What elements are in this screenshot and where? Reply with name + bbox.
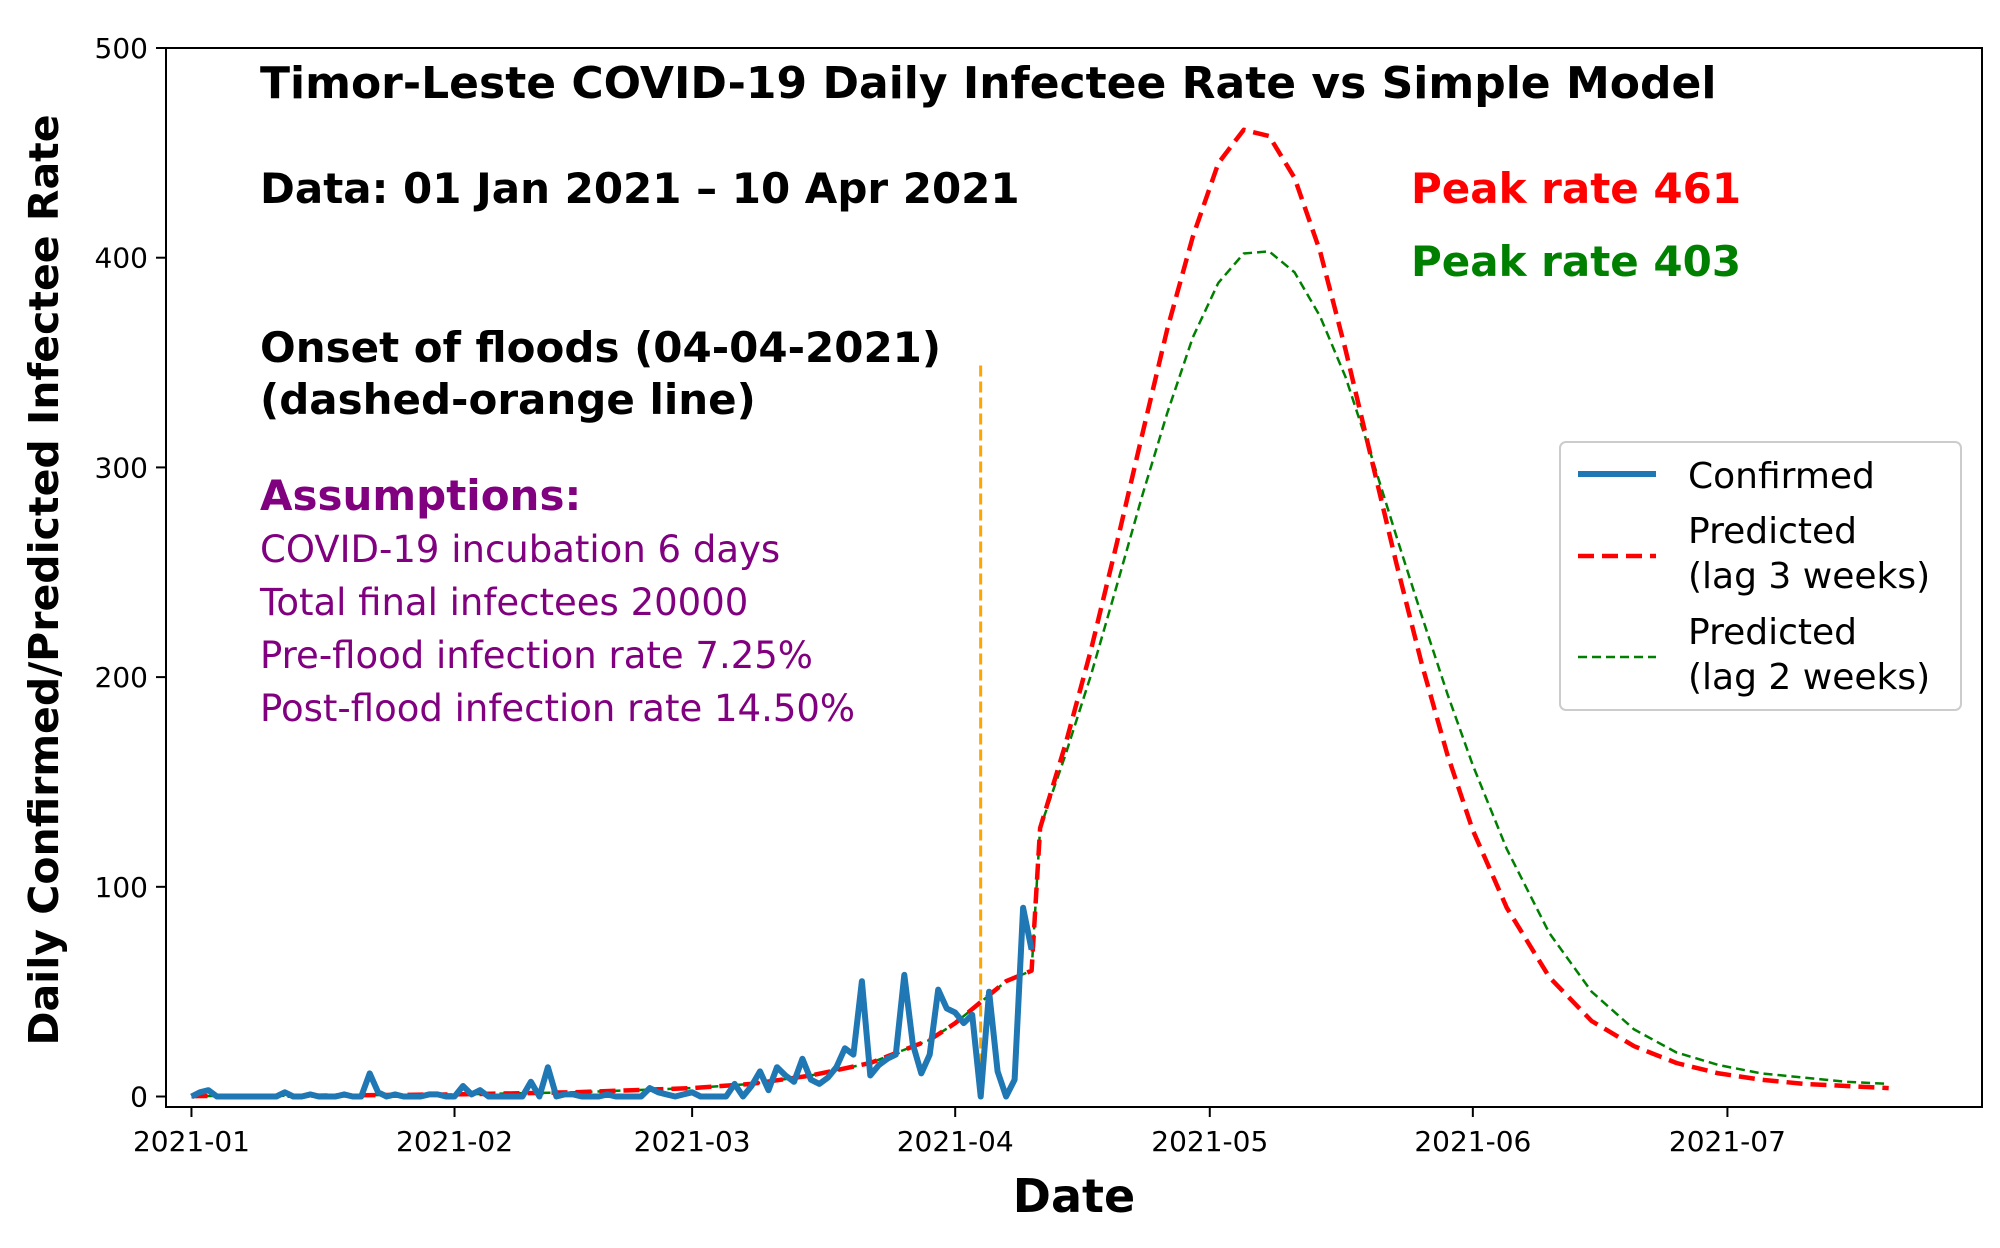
chart-title: Timor-Leste COVID-19 Daily Infectee Rate…: [260, 58, 1716, 109]
y-tick-label: 200: [95, 661, 148, 694]
x-tick-label: 2021-04: [897, 1125, 1014, 1158]
assumption-item: Post-flood infection rate 14.50%: [260, 687, 855, 730]
assumption-item: Total final infectees 20000: [259, 581, 748, 624]
confirmed-series-line: [190, 904, 1035, 1100]
x-tick-label: 2021-03: [634, 1125, 751, 1158]
peak-rate-green: Peak rate 403: [1411, 237, 1741, 286]
legend-item-predicted-lag-2-weeks: Predicted(lag 2 weeks): [1578, 612, 1930, 698]
legend-item-confirmed: Confirmed: [1578, 456, 1875, 497]
assumptions-heading: Assumptions:: [260, 471, 581, 520]
legend-label: Predicted: [1688, 612, 1857, 653]
x-axis-label: Date: [1013, 1169, 1135, 1223]
legend-label: Predicted: [1688, 511, 1857, 552]
predicted-lag-3-weeks-line: [191, 127, 1889, 1099]
legend-label: (lag 2 weeks): [1688, 657, 1930, 698]
flood-annotation-line1: Onset of floods (04-04-2021): [260, 323, 941, 372]
y-tick-label: 0: [130, 1081, 148, 1114]
y-tick-label: 400: [95, 242, 148, 275]
legend-item-predicted-lag-3-weeks: Predicted(lag 3 weeks): [1578, 511, 1930, 597]
legend-label: Confirmed: [1688, 456, 1875, 497]
x-tick-label: 2021-07: [1669, 1125, 1786, 1158]
flood-annotation-line2: (dashed-orange line): [260, 375, 756, 424]
assumption-item: COVID-19 incubation 6 days: [260, 528, 780, 571]
assumption-item: Pre-flood infection rate 7.25%: [260, 634, 813, 677]
legend-box: [1559, 441, 1962, 711]
data-range-note: Data: 01 Jan 2021 – 10 Apr 2021: [260, 164, 1020, 213]
y-tick-label: 300: [95, 451, 148, 484]
x-tick-label: 2021-01: [133, 1125, 250, 1158]
y-tick-label: 100: [95, 871, 148, 904]
y-tick-label: 500: [95, 32, 148, 65]
x-tick-label: 2021-06: [1414, 1125, 1531, 1158]
x-tick-label: 2021-05: [1151, 1125, 1268, 1158]
x-tick-label: 2021-02: [396, 1125, 513, 1158]
legend-label: (lag 3 weeks): [1688, 556, 1930, 597]
peak-rate-red: Peak rate 461: [1411, 164, 1741, 213]
plot-area: [165, 47, 1983, 1108]
y-axis-label: Daily Confirmed/Predicted Infectee Rate: [20, 114, 68, 1045]
